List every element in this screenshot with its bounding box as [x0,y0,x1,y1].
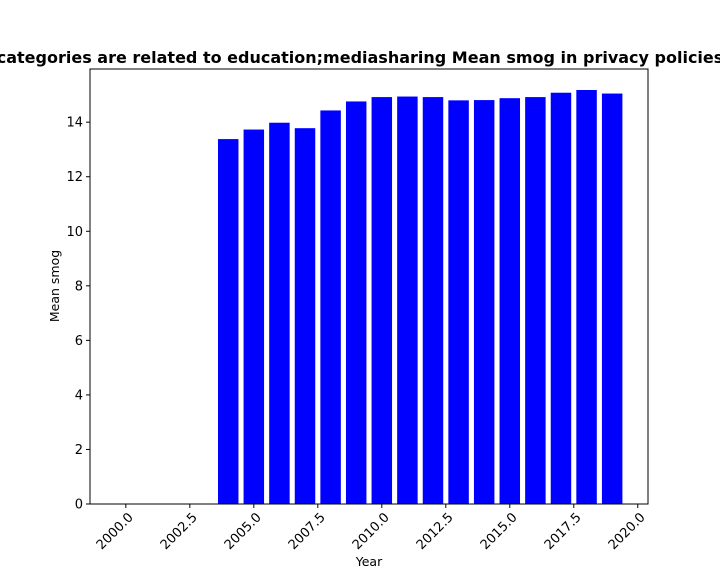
y-tick-label: 6 [75,334,83,349]
y-tick-label: 10 [66,225,83,240]
y-axis-ticks: 0 2 4 6 8 10 12 14 [66,116,90,513]
bar-2009 [345,101,367,504]
x-tick-label: 2020.0 [606,510,649,553]
x-tick-label: 2000.0 [94,510,137,553]
y-tick-label: 12 [66,170,83,185]
plot-frame [89,68,649,505]
bar-2017 [550,92,572,504]
bar-2018 [576,90,597,504]
bar-2012 [422,97,444,504]
x-tick-label: 2012.5 [414,510,457,553]
bar-2013 [448,100,469,505]
bar-2016 [525,97,546,504]
y-tick-label: 2 [75,443,83,458]
chart-title: categories are related to education;medi… [0,48,720,67]
bar-2015 [499,98,521,505]
x-tick-label: 2010.0 [350,510,393,553]
bar-2008 [320,110,341,504]
bar-2010 [371,97,393,504]
x-axis-ticks: 2000.0 2002.5 2005.0 2007.5 2010.0 2012.5 2015… [94,504,649,553]
y-tick-label: 0 [75,498,83,513]
bar-2007 [294,128,316,504]
x-axis-label: Year [355,554,383,569]
bar-2005 [243,129,265,505]
bar-2004 [217,139,239,504]
bar-2006 [269,122,290,504]
bar-2019 [601,93,623,505]
y-axis-label: Mean smog [47,250,62,322]
y-tick-label: 4 [75,388,83,403]
bar-2011 [397,96,418,505]
x-tick-label: 2007.5 [286,510,329,553]
x-tick-label: 2015.0 [478,510,521,553]
x-tick-label: 2017.5 [542,510,585,553]
bar-2014 [473,100,495,504]
x-tick-label: 2005.0 [222,510,265,553]
y-tick-label: 14 [66,116,83,131]
bars [217,90,623,505]
y-tick-label: 8 [75,279,83,294]
x-tick-label: 2002.5 [158,510,201,553]
